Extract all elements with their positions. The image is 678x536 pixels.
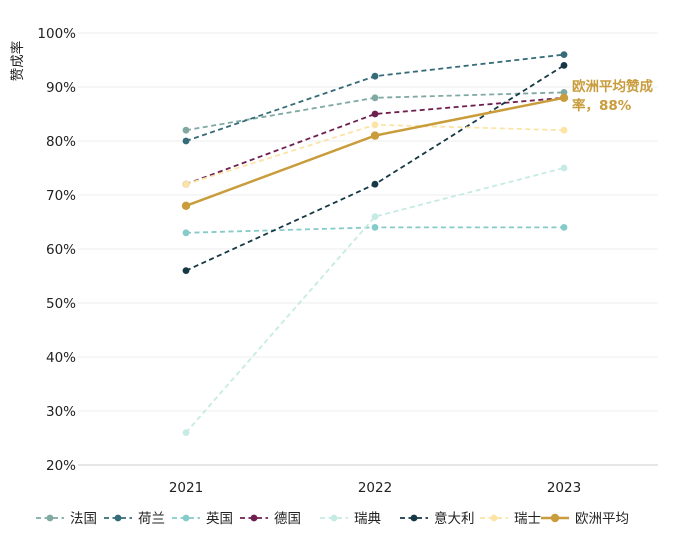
y-tick-label: 60% (46, 242, 76, 258)
legend-marker (410, 514, 418, 522)
x-tick-label: 2022 (358, 480, 392, 496)
series-荷兰 (182, 51, 568, 145)
data-point (560, 126, 568, 134)
series-瑞典 (182, 164, 568, 436)
y-tick-label: 30% (46, 404, 76, 420)
series-line (185, 167, 565, 434)
data-point (559, 93, 569, 103)
legend-item: 瑞典 (320, 511, 381, 527)
gridlines (78, 32, 658, 466)
legend-marker (114, 514, 122, 522)
data-point (371, 180, 379, 188)
legend-label: 德国 (274, 511, 301, 527)
data-point (371, 121, 379, 129)
x-tick-label: 2021 (169, 480, 203, 496)
legend-label: 欧洲平均 (575, 511, 629, 527)
data-point (182, 267, 190, 274)
data-point (371, 72, 379, 80)
x-tick-labels: 2021 2022 2023 (169, 480, 581, 496)
y-tick-label: 70% (46, 188, 76, 204)
data-point (371, 213, 379, 221)
legend-label: 瑞士 (514, 511, 541, 527)
y-tick-label: 100% (37, 26, 76, 42)
data-point (181, 201, 191, 210)
legend-item: 瑞士 (480, 511, 541, 527)
data-point (371, 110, 379, 118)
legend-marker (182, 514, 190, 522)
legend-label: 意大利 (434, 510, 475, 527)
legend-label: 英国 (206, 510, 233, 527)
x-tick-label: 2023 (547, 480, 581, 496)
data-point (182, 137, 190, 145)
legend-label: 荷兰 (138, 511, 165, 527)
data-point (182, 229, 190, 237)
y-tick-label: 40% (46, 350, 76, 366)
y-tick-label: 20% (46, 458, 76, 474)
y-tick-label: 80% (46, 134, 76, 150)
data-point (182, 429, 190, 436)
legend-marker (330, 514, 338, 522)
data-point (371, 224, 379, 231)
data-point (182, 126, 190, 134)
y-axis-title: 赞成率 (9, 41, 26, 82)
legend-item: 荷兰 (104, 511, 165, 527)
y-tick-label: 90% (46, 80, 76, 96)
series-lines (181, 51, 569, 436)
y-tick-labels: 20% 30% 40% 50% 60% 70% 80% 90% 100% (37, 26, 76, 474)
legend-item: 意大利 (400, 510, 475, 527)
y-tick-label: 50% (46, 296, 76, 312)
legend-label: 瑞典 (354, 511, 381, 527)
data-point (371, 94, 379, 102)
annotation-text: 欧洲平均赞成 (572, 78, 653, 95)
legend: 法国 荷兰 英国 德国 瑞典 意大利 瑞士 欧洲平均 (36, 510, 629, 527)
legend-item: 英国 (172, 510, 233, 527)
annotation-text: 率，88% (572, 97, 632, 114)
data-point (560, 164, 568, 172)
series-法国 (182, 89, 568, 134)
legend-label: 法国 (70, 511, 97, 527)
series-英国 (182, 224, 568, 237)
legend-item: 德国 (240, 511, 301, 527)
data-point (182, 180, 190, 188)
legend-marker (550, 513, 560, 523)
series-欧洲平均 (181, 93, 569, 210)
series-瑞士 (182, 121, 568, 188)
legend-marker (250, 514, 258, 522)
data-point (560, 51, 568, 58)
legend-marker (46, 514, 54, 522)
series-意大利 (182, 62, 568, 274)
data-point (560, 62, 568, 69)
data-point (560, 224, 568, 231)
data-point (370, 131, 380, 140)
legend-marker (490, 514, 498, 522)
legend-item: 法国 (36, 511, 97, 527)
legend-item: 欧洲平均 (541, 511, 629, 527)
